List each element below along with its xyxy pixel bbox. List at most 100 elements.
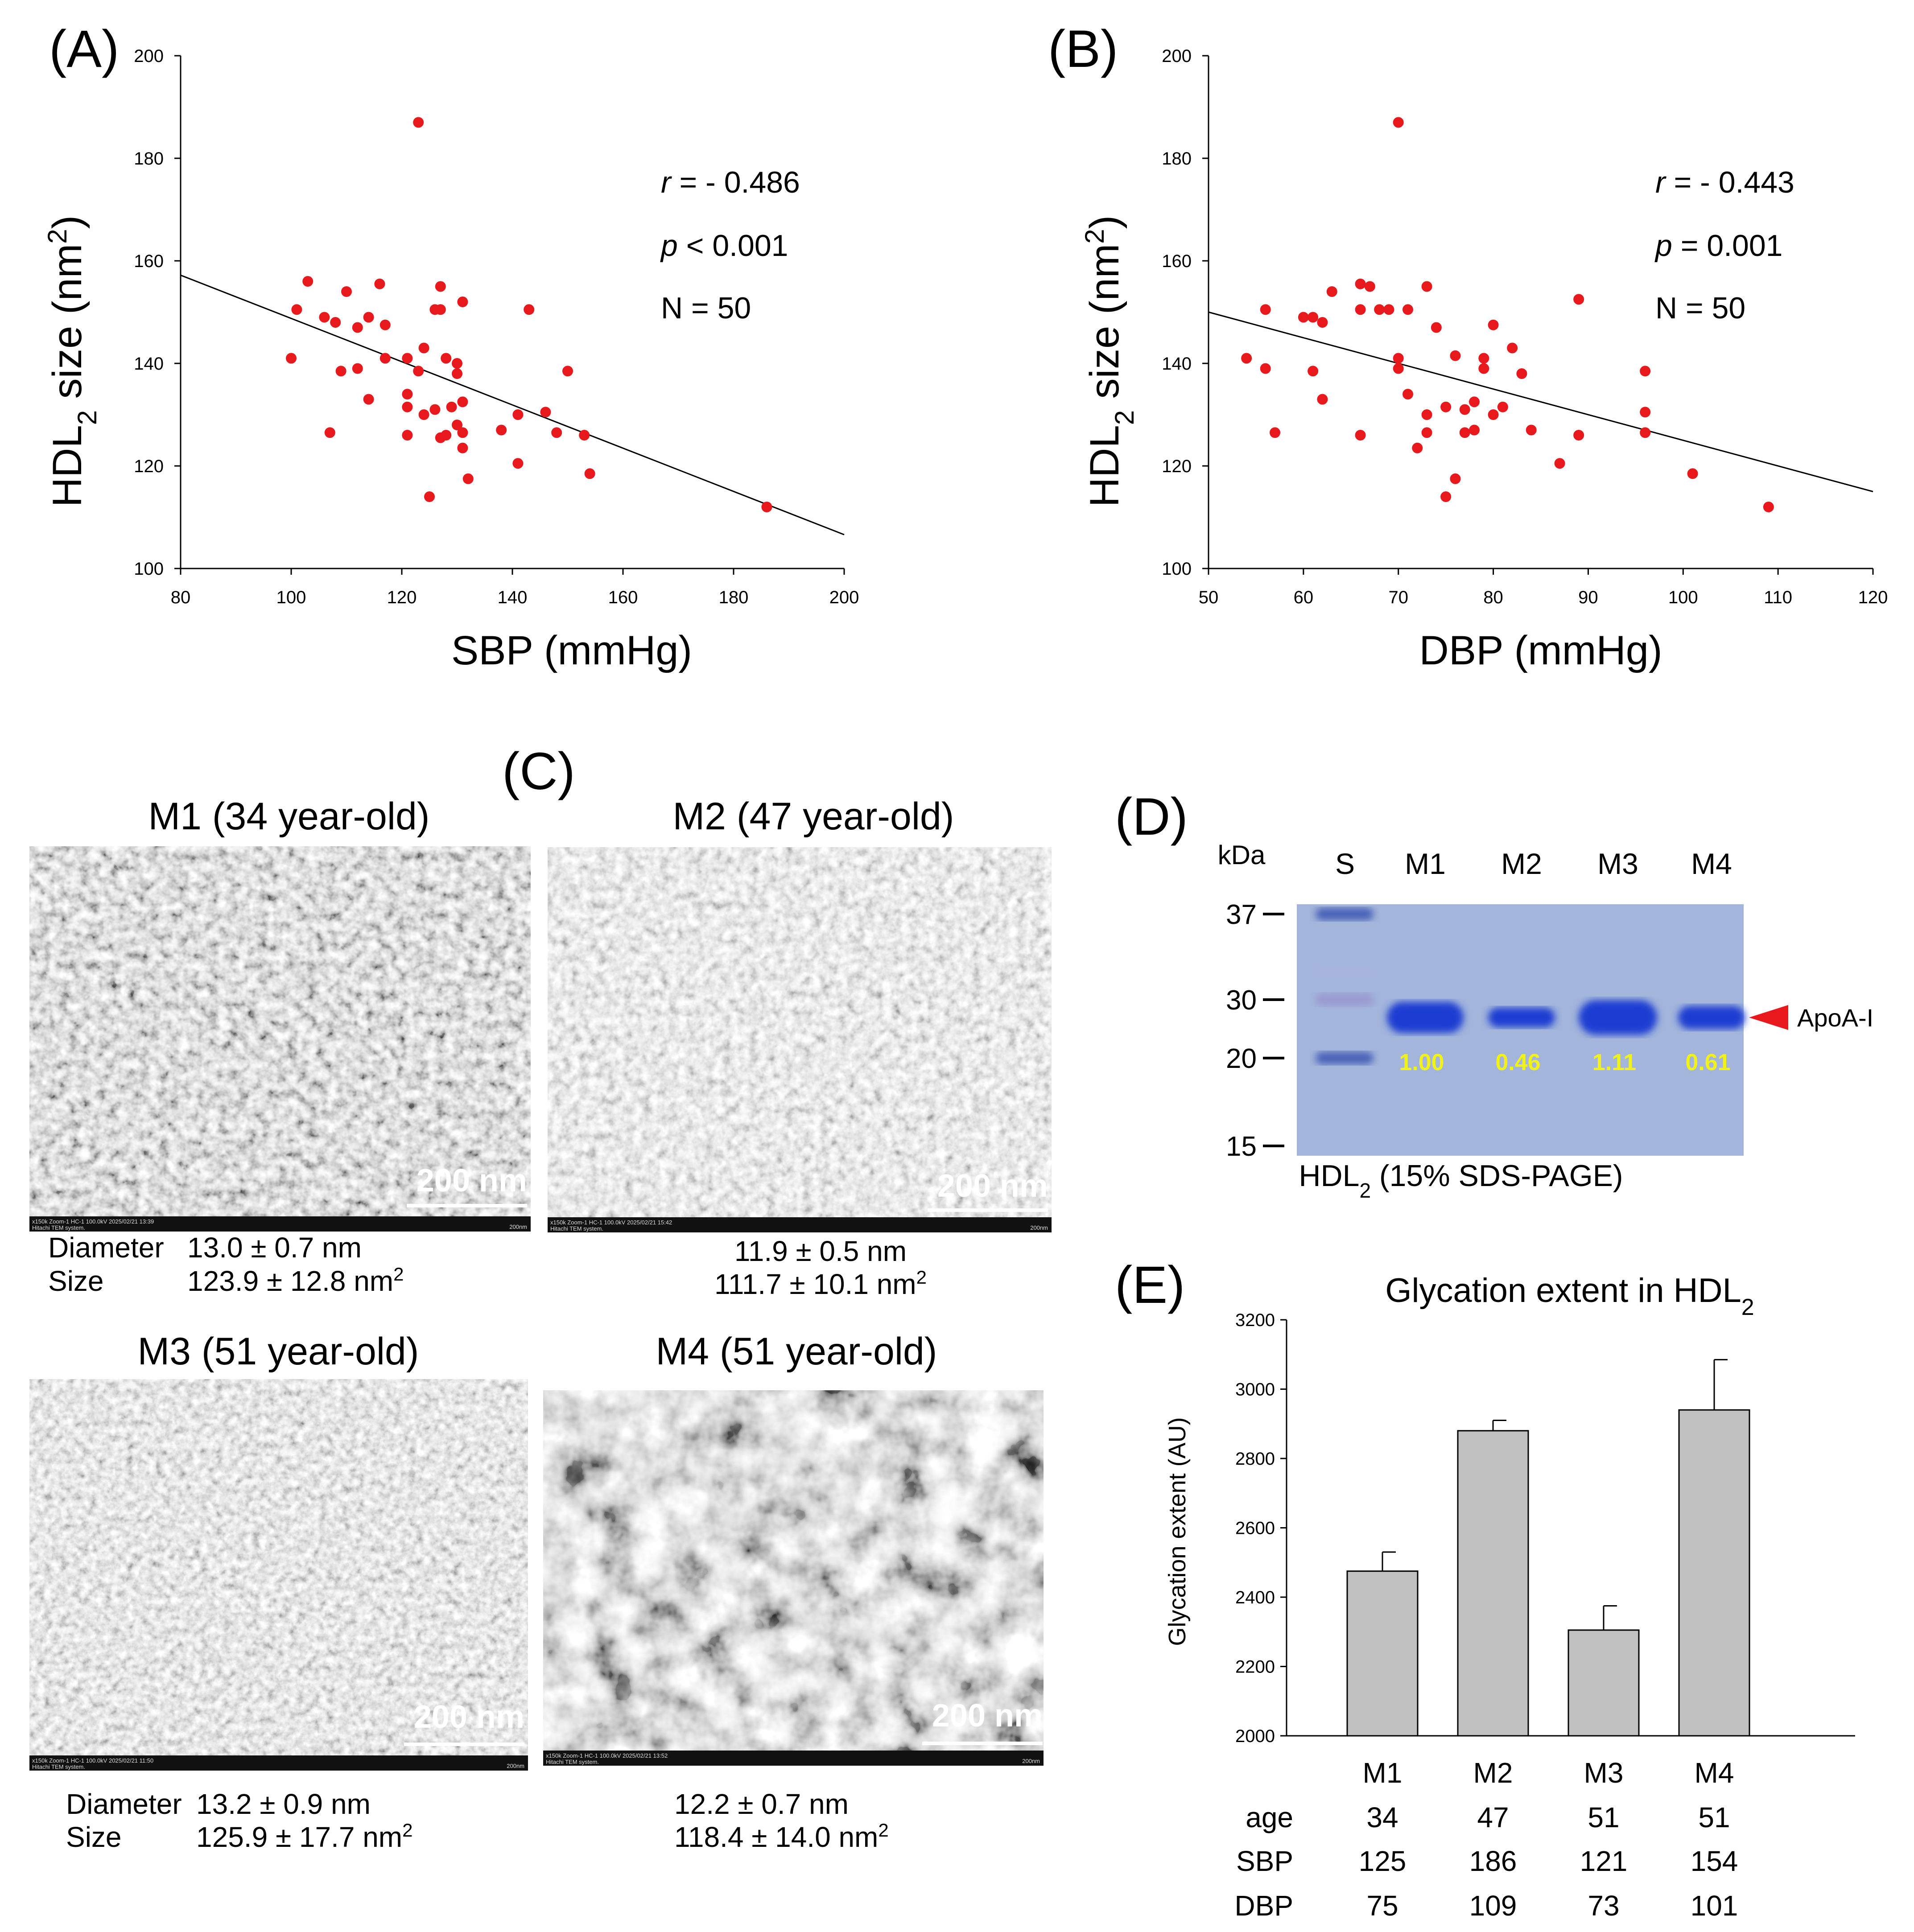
x-category-label: M3: [1584, 1757, 1624, 1789]
x-tick-label: 80: [1483, 588, 1503, 607]
table-cell: 75: [1366, 1890, 1398, 1922]
data-point: [1640, 407, 1651, 418]
data-point: [330, 317, 341, 328]
apoa1-band: [1678, 1006, 1745, 1029]
data-point: [584, 468, 595, 479]
table-cell: 73: [1588, 1890, 1619, 1922]
data-point: [418, 409, 429, 420]
tem-scale-bar-m4: [922, 1742, 1043, 1745]
tem-size-m1: 123.9 ± 12.8 nm2: [187, 1264, 404, 1298]
data-point: [452, 358, 462, 369]
data-point: [1763, 502, 1774, 512]
marker-label: 30: [1226, 985, 1257, 1016]
data-point: [380, 319, 391, 330]
tem-scale-bar-m1: [407, 1204, 527, 1207]
tem-diam-label-m3: Diameter: [66, 1788, 182, 1820]
bar-m4: [1678, 1409, 1750, 1737]
data-point: [1270, 427, 1280, 438]
lane-label-m4: M4: [1691, 847, 1732, 880]
data-point: [1640, 427, 1651, 438]
data-point: [1478, 353, 1489, 364]
data-point: [1393, 353, 1404, 364]
tem-footer-scale-m3: 200nm: [507, 1763, 524, 1769]
glycation-bar-chart: 2000 2200 2400 2600 2800 3000 3200 M1 M2 M3 M4: [1235, 1310, 1855, 1789]
x-category-label: M4: [1695, 1757, 1734, 1789]
data-point: [402, 401, 413, 412]
data-point: [761, 502, 772, 512]
table-cell: 101: [1691, 1890, 1738, 1922]
data-point: [446, 401, 457, 412]
tem-title-m3: M3 (51 year-old): [138, 1330, 419, 1373]
data-point: [1412, 442, 1423, 453]
data-point: [1488, 409, 1499, 420]
data-point: [562, 366, 573, 377]
data-point: [457, 396, 468, 408]
tem-footer-m3: x150k Zoom-1 HC-1 100.0kV 2025/02/21 11:…: [32, 1757, 153, 1764]
tem-scale-label-m4: 200 nm: [932, 1698, 1043, 1734]
data-point: [1421, 281, 1432, 292]
x-tick-label: 60: [1294, 588, 1314, 607]
scatter-chart-dbp: 50 60 70 80 90 100 110 120 100 120 140 160 180 200: [1162, 46, 1888, 607]
data-point: [1298, 312, 1309, 323]
data-point: [457, 442, 468, 453]
band-label: ApoA-I: [1797, 1004, 1873, 1032]
ladder-band: [1316, 993, 1374, 1006]
tem-footer-m4: x150k Zoom-1 HC-1 100.0kV 2025/02/21 13:…: [546, 1752, 668, 1759]
sds-page-gel: S M1 M2 M3 M4 37 30 20 15 1.00 0.46 1.11 0.61 ApoA-I: [1226, 847, 1873, 1162]
data-point: [1440, 401, 1452, 412]
data-point: [1440, 491, 1452, 502]
bar-chart-title: Glycation extent in HDL2: [1385, 1272, 1754, 1320]
data-point: [352, 322, 363, 333]
y-tick-label: 160: [1162, 251, 1192, 271]
data-point: [1497, 401, 1508, 412]
y-tick-label: 100: [1162, 559, 1192, 579]
tem-image-m3: x150k Zoom-1 HC-1 100.0kV 2025/02/21 11:…: [29, 1379, 528, 1771]
band-intensity-label: 0.46: [1495, 1050, 1540, 1075]
panel-label-a: (A): [49, 20, 119, 78]
tem-diam-m4: 12.2 ± 0.7 nm: [674, 1788, 849, 1820]
data-point: [524, 304, 535, 315]
data-point: [452, 420, 462, 430]
lane-label-m2: M2: [1501, 847, 1542, 880]
data-point: [441, 353, 452, 364]
lane-label-m1: M1: [1405, 847, 1446, 880]
data-point: [429, 404, 441, 415]
x-category-label: M1: [1363, 1757, 1402, 1789]
x-axis-label-a: SBP (mmHg): [451, 628, 692, 673]
data-point: [1393, 363, 1404, 374]
data-point: [1640, 366, 1651, 377]
data-point: [1317, 317, 1328, 328]
data-point: [1241, 353, 1252, 364]
data-point: [462, 473, 474, 484]
tem-footer-scale-m4: 200nm: [1022, 1758, 1040, 1764]
data-point: [435, 304, 446, 315]
tem-diam-m2: 11.9 ± 0.5 nm: [734, 1235, 907, 1267]
bar-m1: [1346, 1570, 1419, 1737]
scatter-chart-sbp: 80 100 120 140 160 180 200 100 120 140 160 180 200: [134, 46, 859, 607]
lane-label-m3: M3: [1597, 847, 1638, 880]
stat-p-a: p < 0.001: [660, 229, 788, 263]
data-point: [1355, 304, 1366, 315]
gel-background: [1297, 904, 1744, 1156]
data-point: [402, 430, 413, 441]
data-point: [1687, 468, 1698, 479]
data-point: [424, 491, 435, 502]
data-point: [1431, 322, 1442, 333]
data-point: [363, 394, 374, 405]
stat-n-a: N = 50: [661, 291, 751, 325]
data-point: [1308, 366, 1319, 377]
tem-size-label-m1: Size: [48, 1265, 104, 1297]
tem-footer2-m1: Hitachi TEM system.: [32, 1224, 85, 1231]
data-point: [512, 409, 524, 420]
y-tick-label: 120: [134, 457, 164, 476]
tem-footer-scale-m1: 200nm: [509, 1223, 527, 1230]
x-tick-label: 140: [498, 588, 528, 607]
ladder-band: [1316, 908, 1374, 920]
marker-label: 15: [1226, 1131, 1257, 1162]
tem-image-m4: x150k Zoom-1 HC-1 100.0kV 2025/02/21 13:…: [543, 1390, 1044, 1766]
x-tick-label: 80: [171, 588, 191, 607]
band-arrow-icon: [1749, 1005, 1788, 1030]
y-tick-label: 2400: [1235, 1588, 1275, 1607]
data-point: [1469, 396, 1480, 408]
stat-r-b: r = - 0.443: [1655, 165, 1794, 199]
